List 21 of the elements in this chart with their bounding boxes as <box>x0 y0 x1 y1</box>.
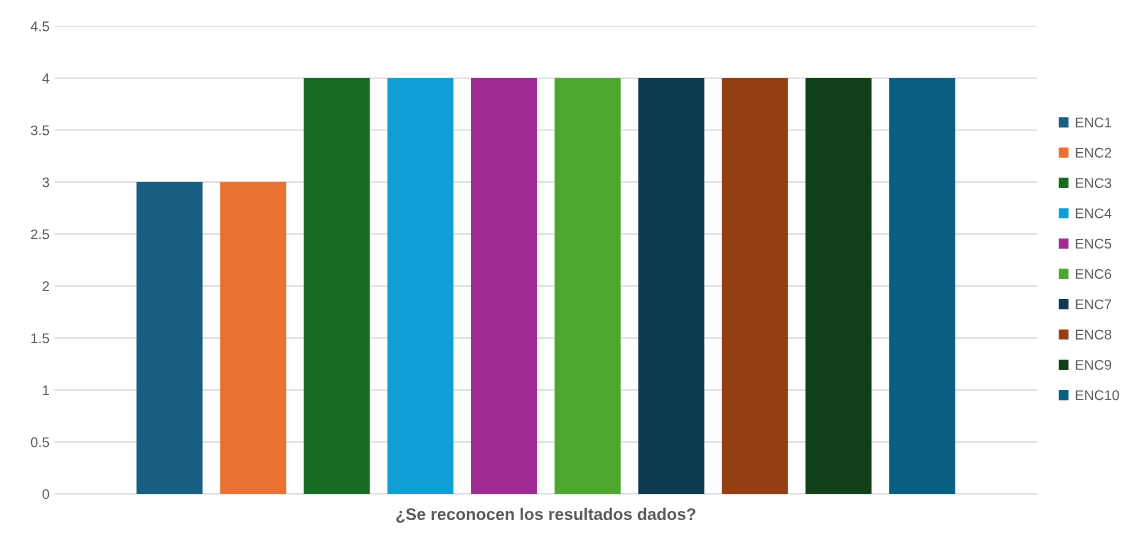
y-tick-label: 1.5 <box>31 333 50 344</box>
legend-label: ENC9 <box>1075 360 1112 370</box>
legend-label: ENC10 <box>1075 390 1119 401</box>
y-tick-label: 1 <box>43 385 49 396</box>
y-tick-label: 3 <box>42 177 50 188</box>
legend-label: ENC1 <box>1075 117 1112 128</box>
x-tick-label: ¿Se reconocen los resultados dados? <box>396 507 696 523</box>
y-tick-label: 0.5 <box>30 437 50 448</box>
legend-label: ENC2 <box>1075 147 1112 158</box>
legend-label: ENC4 <box>1075 208 1112 219</box>
y-tick-label: 4.5 <box>30 21 50 32</box>
y-tick-label: 4 <box>42 73 50 84</box>
y-tick-label: 3.5 <box>30 125 50 136</box>
legend-label: ENC8 <box>1075 329 1112 340</box>
legend-label: ENC7 <box>1075 299 1112 310</box>
legend-label: ENC6 <box>1075 269 1112 279</box>
y-tick-label: 2 <box>42 281 49 292</box>
legend-label: ENC3 <box>1075 178 1112 188</box>
legend-label: ENC5 <box>1075 238 1112 249</box>
y-tick-label: 0 <box>42 489 50 500</box>
y-tick-label: 2.5 <box>31 229 50 240</box>
